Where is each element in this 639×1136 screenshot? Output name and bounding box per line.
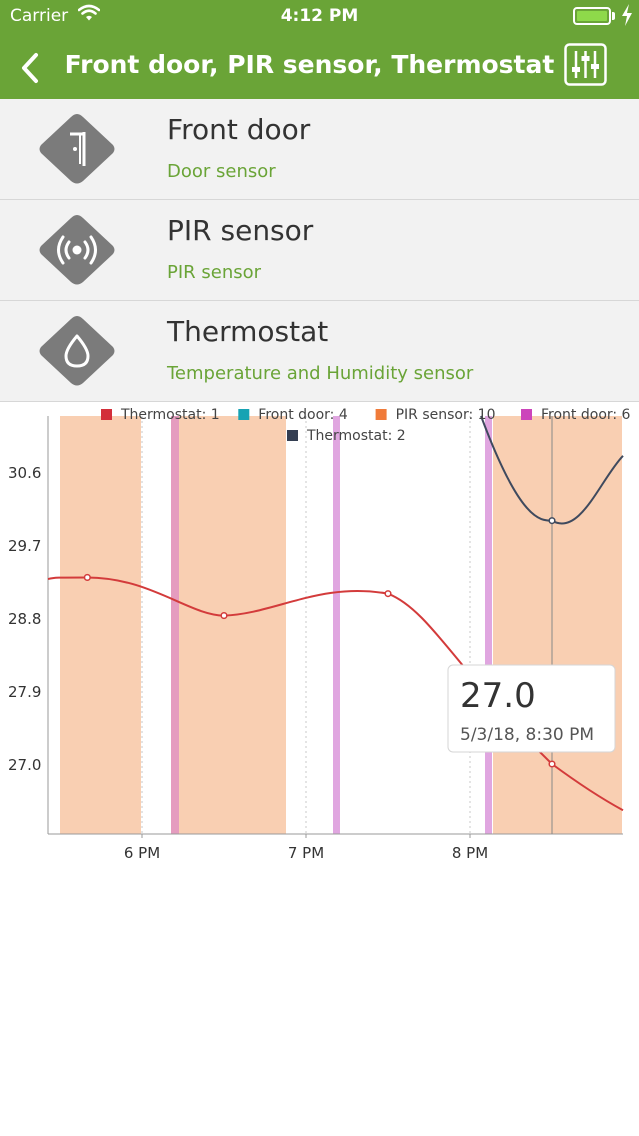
- data-point: [220, 612, 228, 620]
- history-chart[interactable]: 30.6 29.7 28.8 27.9 27.0 6 PM 7 PM 8 PM Thermost…: [0, 401, 639, 871]
- clock: 4:12 PM: [280, 6, 359, 26]
- status-bar: Carrier 4:12 PM: [0, 0, 639, 36]
- legend-swatch: [101, 409, 112, 420]
- data-point: [548, 760, 556, 768]
- page-title: Front door, PIR sensor, Thermostat: [64, 50, 555, 79]
- device-name: PIR sensor: [167, 214, 314, 247]
- activity-band: [493, 416, 622, 834]
- legend-label: Thermostat: 2: [306, 428, 406, 444]
- tooltip-box: [447, 664, 616, 753]
- tooltip-value: 27.0: [460, 676, 536, 716]
- legend-swatch: [238, 409, 250, 420]
- y-tick-label: 27.9: [8, 683, 41, 701]
- charging-icon: [622, 4, 632, 26]
- drop-icon: [39, 316, 115, 386]
- x-tick-label: 8 PM: [452, 844, 488, 862]
- sliders-icon[interactable]: [564, 43, 607, 86]
- legend-swatch: [375, 409, 387, 420]
- x-tick-label: 6 PM: [124, 844, 160, 862]
- legend-label: Thermostat: 1: [120, 407, 220, 423]
- battery-icon: [573, 7, 611, 25]
- device-type: Temperature and Humidity sensor: [167, 363, 474, 384]
- door-event-band: [171, 416, 179, 834]
- data-point: [384, 590, 392, 598]
- device-row-thermostat[interactable]: Thermostat Temperature and Humidity sens…: [0, 301, 639, 402]
- device-row-front-door[interactable]: Front door Door sensor: [0, 99, 639, 200]
- wifi-icon: [78, 4, 100, 21]
- legend-swatch: [287, 430, 298, 441]
- nav-bar: Front door, PIR sensor, Thermostat: [0, 36, 639, 99]
- device-list: Front door Door sensor PIR sensor PIR se…: [0, 99, 639, 402]
- chart-canvas[interactable]: 30.6 29.7 28.8 27.9 27.0 6 PM 7 PM 8 PM Thermost…: [0, 401, 639, 871]
- device-type: Door sensor: [167, 161, 276, 182]
- data-point: [83, 573, 91, 581]
- tooltip-label: 5/3/18, 8:30 PM: [460, 725, 594, 745]
- carrier-label: Carrier: [10, 6, 69, 26]
- legend-swatch: [521, 409, 532, 420]
- data-point: [548, 517, 556, 525]
- legend-label: PIR sensor: 10: [396, 407, 496, 423]
- door-icon: [39, 114, 115, 184]
- activity-band: [178, 416, 286, 834]
- y-tick-label: 28.8: [8, 610, 41, 628]
- y-tick-label: 29.7: [8, 537, 41, 555]
- device-row-pir-sensor[interactable]: PIR sensor PIR sensor: [0, 200, 639, 301]
- legend-label: Front door: 6: [541, 407, 631, 423]
- top-bar: Carrier 4:12 PM Front door, PIR sensor, …: [0, 0, 639, 99]
- door-event-band: [485, 416, 492, 834]
- y-tick-label: 27.0: [8, 756, 41, 774]
- activity-band: [60, 416, 141, 834]
- battery-tip: [612, 12, 615, 20]
- y-tick-label: 30.6: [8, 464, 41, 482]
- door-event-band: [333, 416, 340, 834]
- device-name: Front door: [167, 113, 311, 146]
- back-button[interactable]: [16, 50, 46, 86]
- x-tick-label: 7 PM: [288, 844, 324, 862]
- device-name: Thermostat: [167, 315, 329, 348]
- device-type: PIR sensor: [167, 262, 262, 283]
- motion-sensor-icon: [39, 215, 115, 285]
- legend-label: Front door: 4: [258, 407, 348, 423]
